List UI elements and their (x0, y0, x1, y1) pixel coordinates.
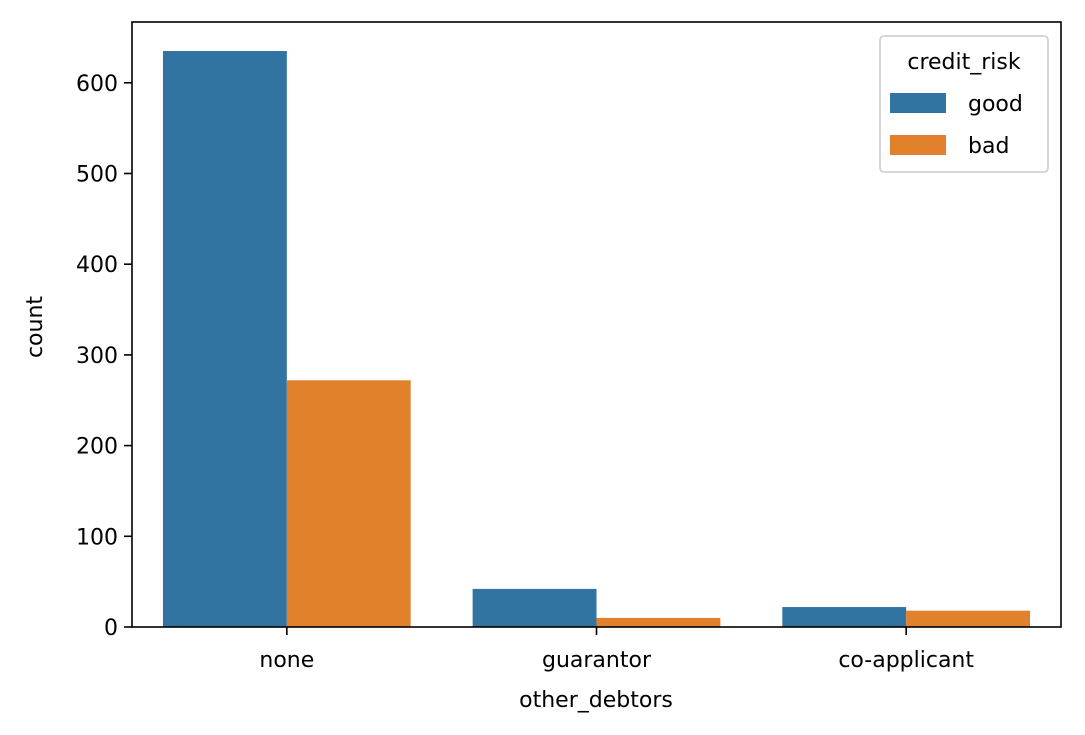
bars-group (162, 51, 1031, 627)
y-tick-label: 300 (76, 344, 118, 369)
bar-good-guarantor (472, 588, 597, 627)
y-tick-label: 500 (76, 162, 118, 187)
bar-bad-none (286, 380, 411, 627)
y-axis: 0 100 200 300 400 500 600 (76, 72, 132, 641)
legend-label-good: good (968, 92, 1023, 117)
y-tick-label: 600 (76, 72, 118, 97)
y-axis-label: count (23, 296, 48, 358)
x-tick-label-co-applicant: co-applicant (838, 648, 974, 673)
legend: credit_risk good bad (879, 35, 1049, 173)
x-axis-label: other_debtors (519, 688, 673, 713)
bar-bad-guarantor (596, 617, 721, 627)
legend-label-bad: bad (968, 134, 1009, 159)
x-axis: none guarantor co-applicant (259, 627, 974, 673)
y-tick-label: 400 (76, 253, 118, 278)
y-tick-label: 0 (104, 616, 118, 641)
bar-good-none (162, 51, 287, 627)
legend-swatch-good (890, 93, 946, 113)
y-tick-label: 100 (76, 525, 118, 550)
x-tick-label-none: none (259, 648, 314, 673)
y-tick-label: 200 (76, 435, 118, 460)
bar-bad-co-applicant (906, 610, 1031, 627)
x-tick-label-guarantor: guarantor (542, 648, 652, 673)
legend-swatch-bad (890, 135, 946, 155)
bar-good-co-applicant (782, 607, 907, 627)
legend-title: credit_risk (907, 50, 1021, 75)
